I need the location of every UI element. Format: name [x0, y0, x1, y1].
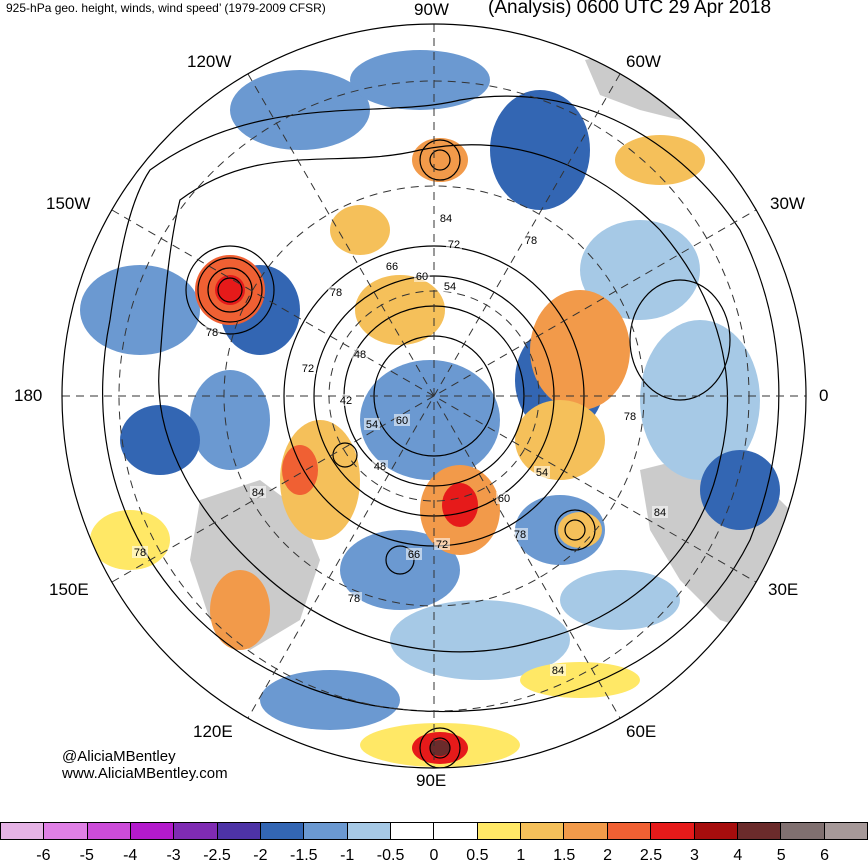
negative-anomalies	[80, 50, 780, 730]
colorbar-tick-label: 1.5	[553, 847, 576, 864]
polar-map: 84 72 78 66 60 54 78 78 48 72 42 54 60 78 54 48 60 84 84 78…	[61, 23, 807, 769]
colorbar-swatch	[520, 822, 565, 840]
colorbar-swatch	[693, 822, 738, 840]
colorbar-swatch	[130, 822, 175, 840]
colorbar-swatch	[173, 822, 218, 840]
lon-label-150w: 150W	[46, 194, 91, 213]
contour-label: 60	[416, 271, 428, 283]
colorbar-swatch	[476, 822, 522, 840]
contour-label: 72	[448, 239, 460, 251]
colorbar-swatch	[0, 822, 45, 840]
colorbar-tick-label: 0	[429, 847, 439, 864]
colorbar-tick-label: -6	[36, 847, 51, 864]
contour-label: 60	[498, 493, 510, 505]
contour-label: 78	[525, 235, 537, 247]
colorbar-tick-label: 0.5	[466, 847, 489, 864]
lon-label-0: 0	[819, 386, 829, 405]
colorbar-tick-label: 2	[603, 847, 613, 864]
lon-label-60e: 60E	[626, 722, 657, 741]
contour-label: 66	[386, 261, 398, 273]
contour-label: 78	[624, 411, 636, 423]
colorbar-tick-label: -1	[340, 847, 355, 864]
contour-label: 78	[206, 327, 218, 339]
map-disc	[62, 24, 806, 768]
contour-label: 54	[366, 419, 378, 431]
colorbar-tick-label: 4	[733, 847, 743, 864]
contour-label: 84	[654, 507, 666, 519]
lon-label-120e: 120E	[193, 722, 233, 741]
colorbar-tick-label: 5	[776, 847, 786, 864]
contour-label: 72	[436, 539, 448, 551]
colorbar-tick-label: -2.5	[203, 847, 231, 864]
colorbar-tick-label: 6	[820, 847, 830, 864]
lon-label-180: 180	[14, 386, 43, 405]
colorbar-tick-label: -1.5	[290, 847, 318, 864]
contour-label: 84	[552, 665, 564, 677]
credit-website: www.AliciaMBentley.com	[62, 765, 228, 782]
colorbar-swatch	[563, 822, 608, 840]
colorbar-swatch	[606, 822, 652, 840]
lon-label-90e: 90E	[416, 771, 447, 790]
contour-label: 48	[374, 461, 386, 473]
contour-label: 66	[408, 549, 420, 561]
contour-label: 78	[514, 529, 526, 541]
colorbar-tick-label: -3	[166, 847, 181, 864]
lon-label-90w: 90W	[414, 0, 449, 19]
contour-labels: 84 72 78 66 60 54 78 78 48 72 42 54 60 78 54 48 60 84 84 78…	[132, 212, 668, 677]
credit-handle: @AliciaMBentley	[62, 748, 176, 765]
map-subtitle: 925-hPa geo. height, winds, wind speed’ …	[6, 1, 326, 15]
contour-label: 78	[134, 547, 146, 559]
contour-label: 72	[302, 363, 314, 375]
contour-label: 54	[536, 467, 548, 479]
contour-label: 78	[348, 593, 360, 605]
lon-label-60w: 60W	[626, 52, 661, 71]
colorbar-swatch	[216, 822, 262, 840]
colorbar: -6 -5 -4 -3 -2.5 -2 -1.5 -1 -0.5 0 0.5 1 1.5 2 2.5 3 4 5 6	[0, 822, 868, 865]
lon-label-30e: 30E	[768, 580, 799, 599]
contour-label: 84	[252, 487, 264, 499]
map-title: (Analysis) 0600 UTC 29 Apr 2018	[488, 0, 772, 18]
colorbar-swatch	[303, 822, 348, 840]
colorbar-swatch	[260, 822, 305, 840]
lon-label-150e: 150E	[49, 580, 89, 599]
colorbar-swatch	[433, 822, 478, 840]
colorbar-swatches	[0, 822, 868, 840]
lon-label-120w: 120W	[187, 52, 232, 71]
colorbar-tick-label: -2	[253, 847, 268, 864]
colorbar-swatch	[346, 822, 392, 840]
colorbar-swatch	[390, 822, 435, 840]
graticule	[62, 24, 806, 768]
colorbar-swatch	[86, 822, 132, 840]
colorbar-tick-label: 1	[516, 847, 526, 864]
colorbar-swatch	[43, 822, 88, 840]
lon-label-30w: 30W	[770, 194, 805, 213]
contour-label: 42	[340, 395, 352, 407]
contour-label: 48	[354, 349, 366, 361]
colorbar-swatch	[736, 822, 782, 840]
colorbar-swatch	[780, 822, 825, 840]
contour-label: 78	[330, 287, 342, 299]
colorbar-tick-label: 3	[689, 847, 699, 864]
colorbar-swatch	[650, 822, 695, 840]
colorbar-tick-label: -0.5	[376, 847, 405, 864]
contour-label: 54	[444, 281, 456, 293]
map-boundary	[61, 23, 807, 769]
contour-label: 84	[440, 213, 452, 225]
positive-anomalies	[90, 135, 705, 767]
colorbar-swatch	[823, 822, 868, 840]
contour-label: 60	[396, 415, 408, 427]
colorbar-tick-label: -4	[123, 847, 138, 864]
colorbar-tick-label: 2.5	[639, 847, 663, 864]
colorbar-tick-label: -5	[79, 847, 94, 864]
